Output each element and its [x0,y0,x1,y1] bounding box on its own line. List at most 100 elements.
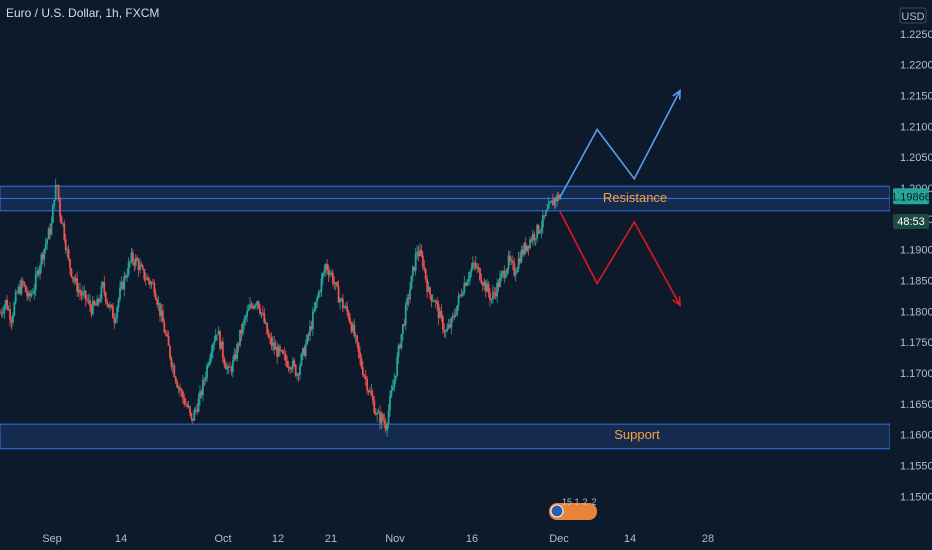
candle-body [484,281,487,292]
candle-body [13,302,16,316]
candle [456,305,459,316]
countdown-badge-bg [893,214,929,229]
candle [177,384,180,394]
candle [160,304,163,322]
currency-badge-bg[interactable] [899,7,927,24]
currency-label[interactable]: USD [901,11,924,23]
candle [4,299,7,310]
candle-body [549,202,551,204]
candle [173,362,176,378]
candles-layer [0,178,561,437]
candle [79,282,81,300]
candle-body [229,366,231,368]
candle [123,271,126,297]
candle-body [223,358,226,365]
time-tick-label: Sep [42,533,62,545]
candle-body [520,249,523,263]
candle [513,258,516,278]
candle [383,413,386,428]
candle [360,354,363,369]
candle [124,273,127,280]
time-tick-label: 21 [325,533,337,545]
time-axis[interactable]: Sep 14 Oct 12 21 Nov 16 Dec 14 28 [42,533,714,545]
candle-body [86,299,89,301]
price-tick-label: 1.21000 [900,121,932,133]
candle-body [554,198,557,202]
candle-body [127,262,130,276]
candle [361,360,364,377]
candle-body [24,285,27,292]
candle [110,304,113,309]
candle [483,277,486,290]
candle-body [120,282,123,288]
candle-body [276,347,279,357]
candle [269,331,271,344]
events-flag-icon[interactable]: 15 1 2 2 [549,497,597,520]
candle [343,305,346,309]
candle-body [544,211,547,217]
candle [80,289,83,301]
candle-body [190,413,193,419]
candle [430,294,433,308]
candle [281,349,284,355]
candle [420,244,423,258]
candle-body [489,293,491,301]
candle-body [417,251,420,256]
event-count: 15 [562,497,572,507]
price-axis[interactable]: 1.15000 1.15500 1.16000 1.16500 1.17000 1.175… [890,0,932,524]
candle-body [94,304,97,306]
candle [257,300,260,310]
candle-body [106,301,109,304]
candle [67,244,70,262]
candle [223,356,226,368]
candle-body [227,366,230,368]
candle-body [340,298,343,300]
candle [523,241,526,257]
candle [209,353,211,367]
candle-body [259,307,261,314]
candle [244,314,247,326]
candle [254,303,257,310]
event-count: 2 [582,497,587,507]
candle-body [179,387,181,391]
candle-body [207,364,210,366]
candle [424,268,427,283]
candle [370,383,373,397]
candle [201,374,204,402]
candle-body [556,194,559,202]
candle [9,302,11,327]
candle [256,300,259,311]
candle-body [44,244,47,249]
price-tick-label: 1.17500 [900,337,932,349]
candle-body [527,245,530,249]
candle-body [57,185,60,199]
candle-body [321,273,324,279]
candle [150,281,153,289]
candle-body [143,269,146,280]
candle-body [380,414,383,424]
candle-body [313,308,316,312]
projection-layer [559,88,681,307]
candle [323,264,326,277]
candle [199,385,201,406]
candle [541,209,544,235]
candle-body [391,386,394,391]
candle [511,255,514,271]
candle-body [319,291,321,293]
candle-body [71,276,74,279]
candle [93,299,96,306]
candle [31,287,34,295]
candle [289,365,291,375]
candle-body [23,282,26,286]
candle [84,290,87,307]
candle-body [194,409,197,411]
us-flag-icon [550,504,564,518]
time-tick-label: 16 [466,533,478,545]
candle-body [403,324,406,326]
candle-body [221,341,224,359]
candle-body [360,358,363,368]
candle [97,297,100,307]
candle-body [504,274,507,278]
